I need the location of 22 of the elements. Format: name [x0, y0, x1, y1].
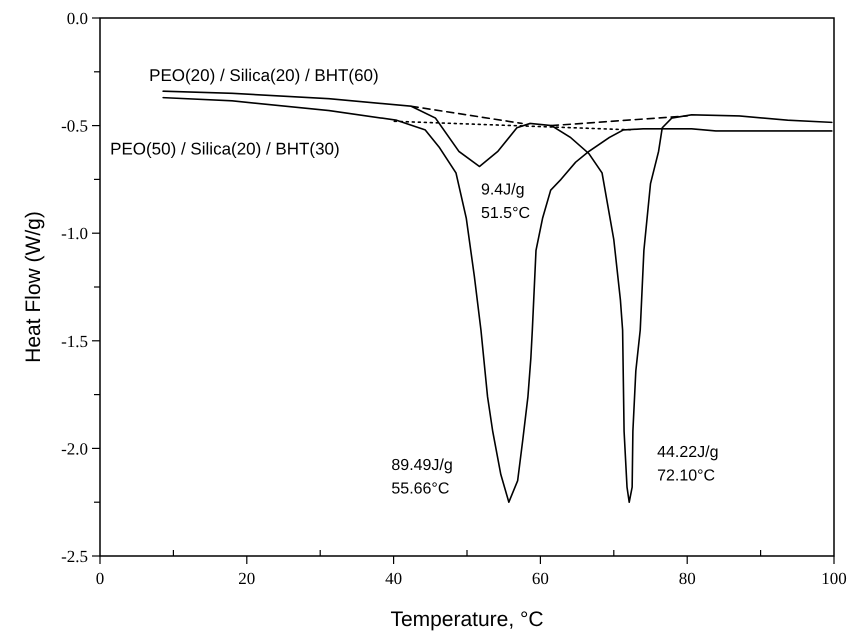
y-tick-label: 0.0: [66, 8, 88, 28]
annotation: 72.10°C: [657, 468, 716, 485]
y-tick-label: -1.5: [61, 332, 88, 351]
y-tick-label: -2.0: [61, 439, 88, 458]
annotation: 9.4J/g: [480, 181, 525, 198]
x-tick-label: 0: [96, 569, 104, 588]
y-axis-title: Heat Flow (W/g): [22, 211, 45, 363]
annotation: 51.5°C: [480, 205, 530, 222]
annotation: 44.22J/g: [657, 444, 718, 462]
annotation: 89.49J/g: [391, 456, 453, 474]
series-label: PEO(50) / Silica(20) / BHT(30): [110, 140, 340, 159]
y-tick-label: -1.0: [61, 224, 88, 244]
annotation: 55.66°C: [391, 480, 450, 498]
y-tick-label: -2.5: [61, 546, 88, 566]
series-label: PEO(20) / Silica(20) / BHT(60): [149, 66, 379, 86]
x-tick-label: 20: [238, 569, 256, 588]
x-tick-label: 40: [385, 569, 402, 588]
y-tick-label: -0.5: [61, 116, 88, 136]
x-axis-title: Temperature, °C: [390, 608, 544, 631]
x-tick-label: 100: [821, 569, 847, 588]
x-tick-label: 60: [532, 569, 549, 588]
x-tick-label: 80: [678, 569, 696, 588]
